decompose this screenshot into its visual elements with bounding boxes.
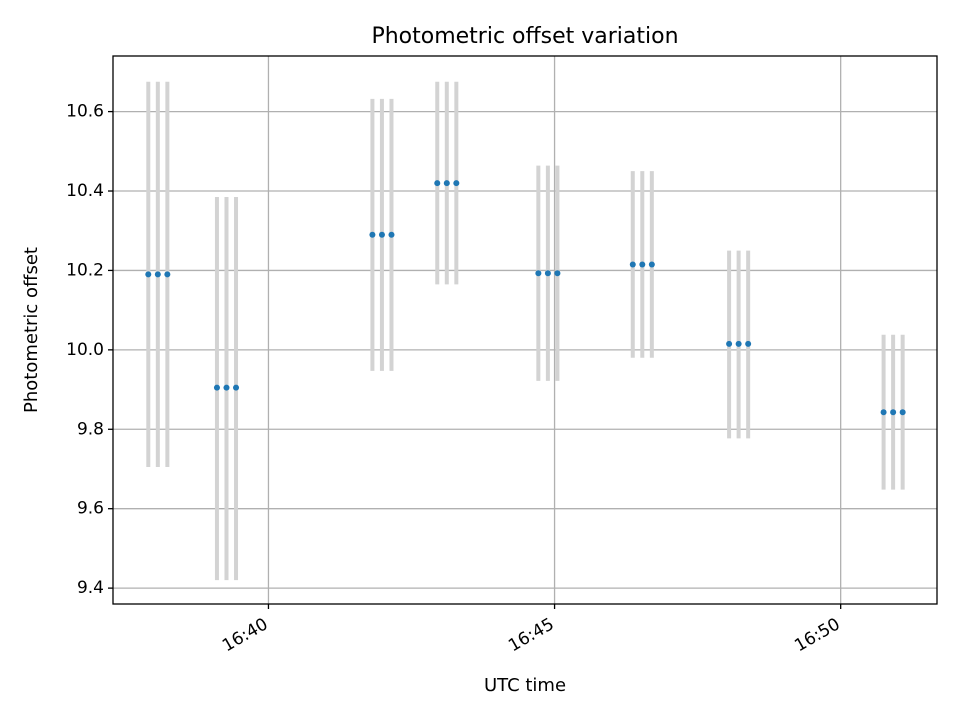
y-axis-label: Photometric offset	[21, 247, 42, 413]
data-point	[213, 384, 220, 391]
data-point	[145, 271, 152, 278]
data-point	[434, 180, 441, 187]
data-point	[164, 271, 171, 278]
data-point	[443, 180, 450, 187]
data-point	[648, 261, 655, 268]
y-tick-label: 10.0	[66, 340, 104, 360]
error-bars	[146, 81, 905, 581]
x-tick-label: 16:50	[791, 614, 843, 656]
data-point	[223, 384, 230, 391]
x-axis-label: UTC time	[484, 675, 566, 696]
data-points	[145, 180, 906, 416]
data-point	[554, 270, 561, 277]
y-ticks: 9.4 9.6 9.8 10.0 10.2 10.4 10.6	[66, 102, 113, 598]
plot-frame	[112, 55, 938, 605]
data-point	[890, 409, 897, 416]
data-point	[535, 270, 542, 277]
x-tick-label: 16:45	[505, 614, 557, 656]
data-point	[639, 261, 646, 268]
y-tick-label: 9.6	[77, 499, 104, 519]
y-tick-label: 9.8	[77, 419, 104, 439]
data-point	[369, 231, 376, 238]
data-point	[154, 271, 161, 278]
data-point	[880, 409, 887, 416]
y-tick-label: 10.2	[66, 260, 104, 280]
data-point	[629, 261, 636, 268]
data-point	[453, 180, 460, 187]
data-point	[735, 340, 742, 347]
data-point	[233, 384, 240, 391]
grid	[113, 56, 937, 604]
data-point	[899, 409, 906, 416]
x-ticks: 16:40 16:45 16:50	[219, 604, 844, 656]
chart-title: Photometric offset variation	[371, 24, 678, 49]
x-tick-label: 16:40	[219, 614, 271, 656]
data-point	[388, 231, 395, 238]
data-point	[378, 231, 385, 238]
y-tick-label: 10.6	[66, 102, 104, 122]
data-point	[726, 340, 733, 347]
data-point	[745, 340, 752, 347]
y-tick-label: 10.4	[66, 181, 104, 201]
y-tick-label: 9.4	[77, 578, 104, 598]
data-point	[544, 270, 551, 277]
